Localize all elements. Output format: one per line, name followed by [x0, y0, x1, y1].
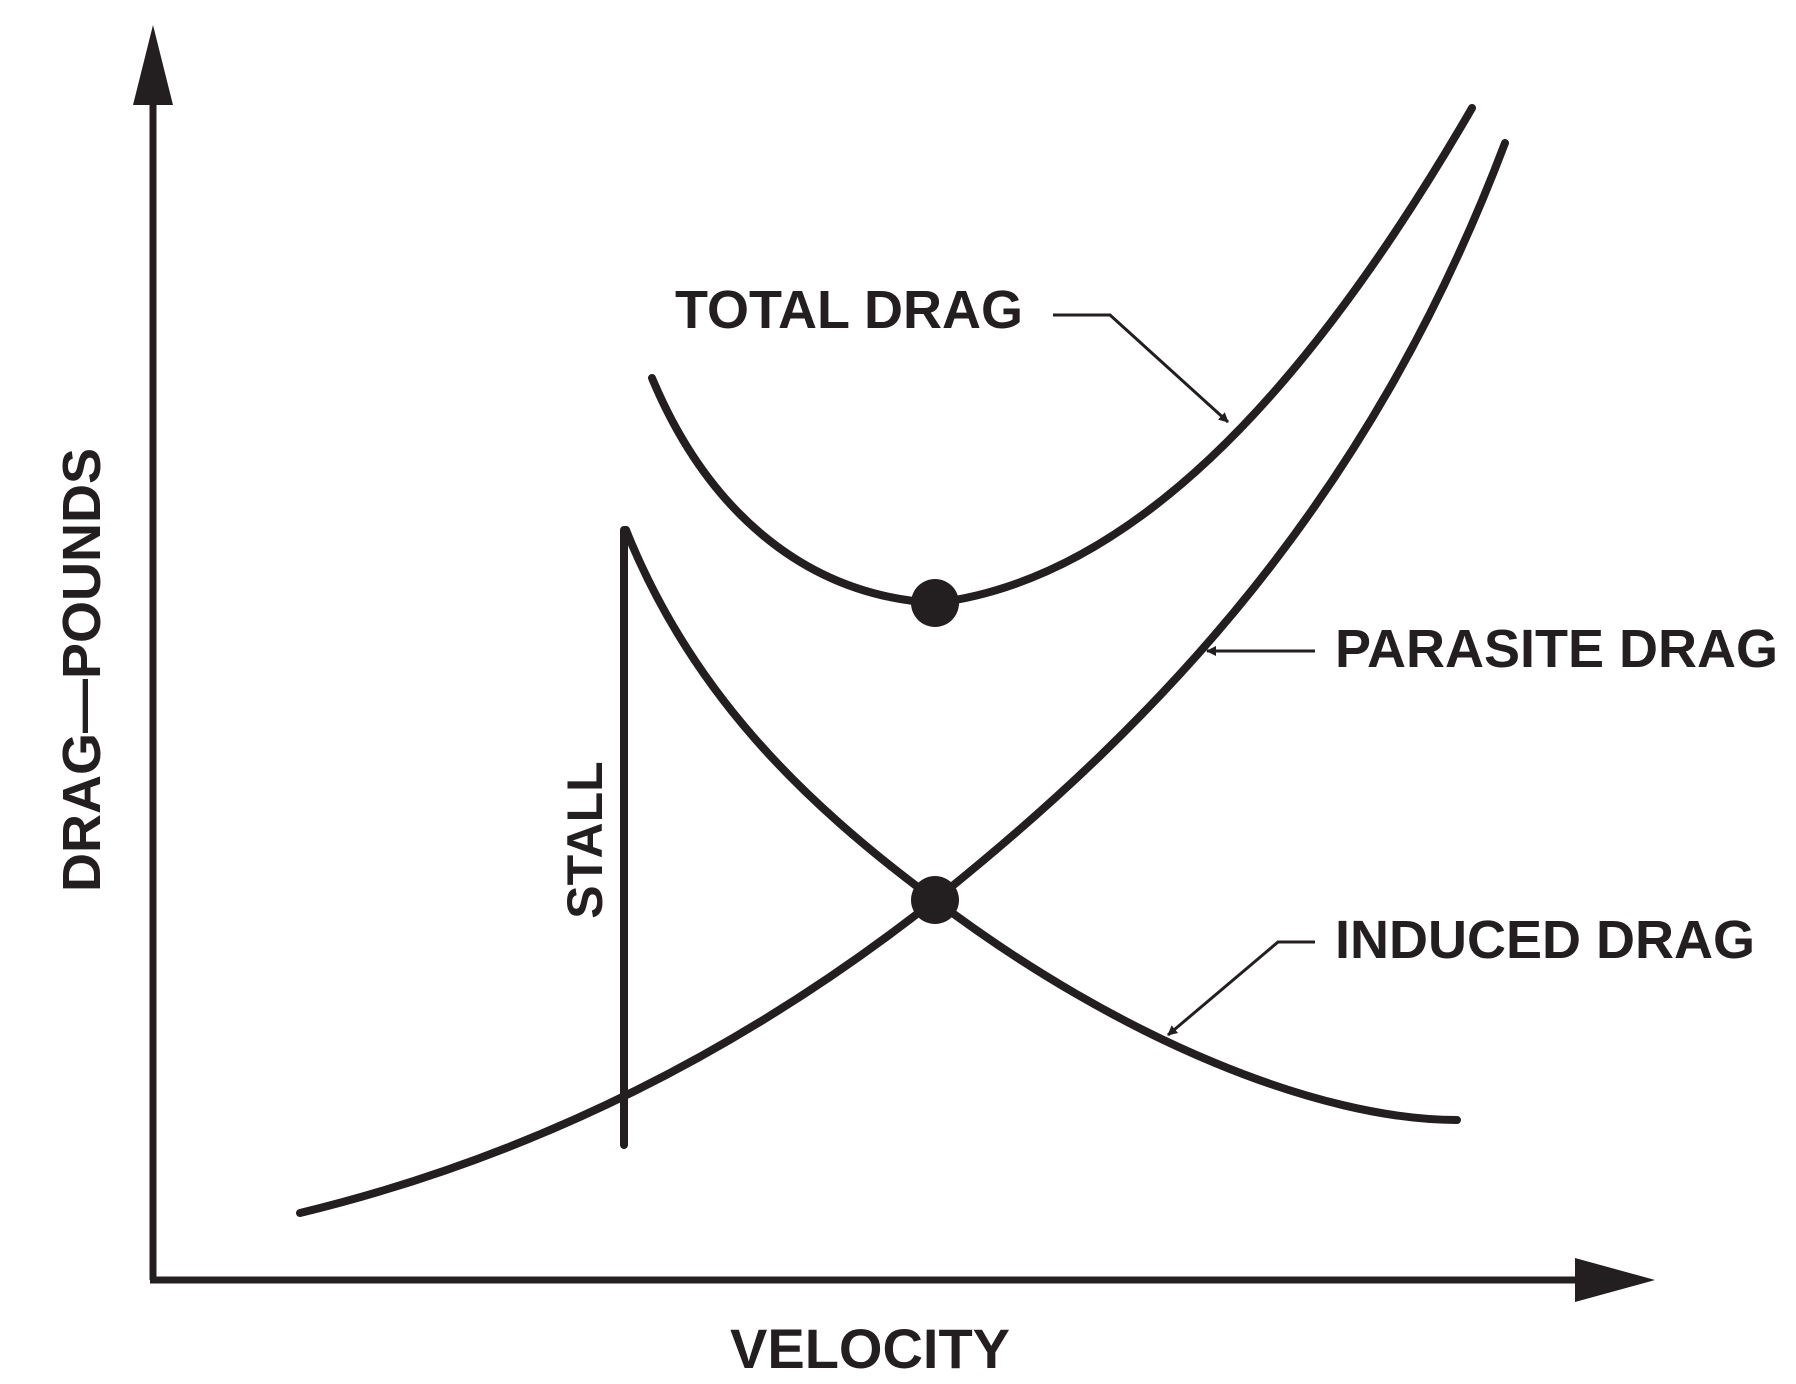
y-axis-arrow-icon	[133, 25, 173, 105]
intersection-marker	[911, 876, 959, 924]
series-label-parasite-drag: PARASITE DRAG	[1335, 619, 1778, 679]
total-drag-callout: TOTAL DRAG	[675, 280, 1230, 424]
axes	[133, 25, 1655, 1302]
induced-drag-callout: INDUCED DRAG	[1167, 910, 1755, 1037]
series-parasite-drag-line	[296, 139, 1509, 1217]
x-axis-label: VELOCITY	[730, 1317, 1010, 1380]
min-total-drag-marker	[911, 579, 959, 627]
y-axis-label: DRAG—POUNDS	[52, 448, 112, 892]
total-drag-leader-arrow-icon	[1053, 313, 1230, 424]
induced-drag-leader-arrow-icon	[1167, 940, 1315, 1037]
series-label-total-drag: TOTAL DRAG	[675, 280, 1023, 340]
series-total-drag-line	[648, 104, 1476, 607]
x-axis-arrow-icon	[1575, 1258, 1655, 1302]
series-label-induced-drag: INDUCED DRAG	[1335, 910, 1755, 970]
parasite-drag-callout: PARASITE DRAG	[1206, 619, 1778, 679]
stall-line	[620, 526, 630, 1149]
plot-area	[296, 104, 1509, 1217]
stall-label: STALL	[557, 761, 613, 918]
